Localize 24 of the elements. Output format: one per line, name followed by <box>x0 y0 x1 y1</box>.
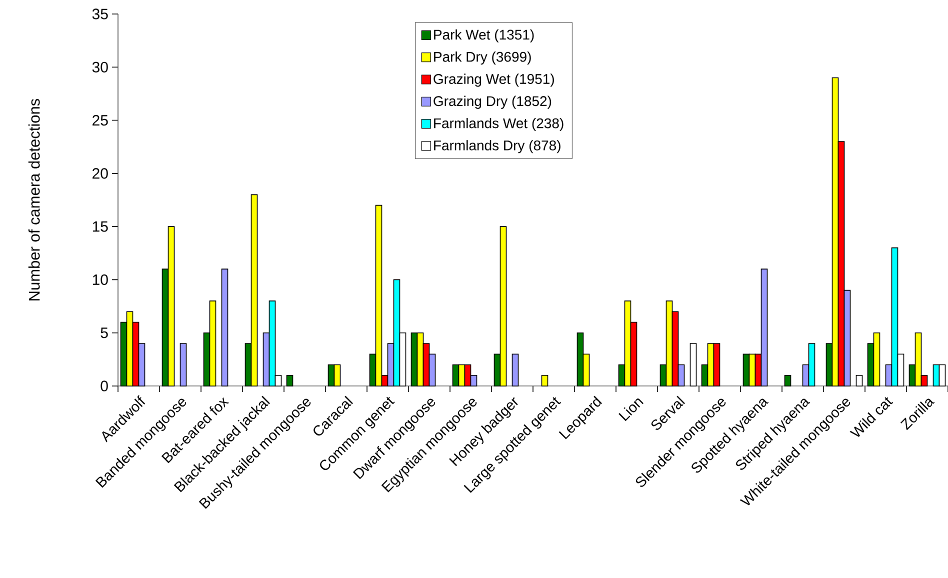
y-tick-label: 15 <box>92 221 108 232</box>
bar <box>180 343 187 386</box>
y-tick-label: 5 <box>100 328 108 338</box>
y-tick-label: 0 <box>100 380 108 392</box>
legend-label: Grazing Wet (1951) <box>434 74 554 87</box>
bar <box>541 374 548 386</box>
bar <box>784 374 792 386</box>
y-tick-label: 20 <box>92 168 108 179</box>
bar <box>221 268 228 386</box>
x-tick-label: Lion <box>618 398 644 422</box>
legend-label: Farmlands Dry (878) <box>434 140 560 154</box>
bar <box>286 374 294 386</box>
bar <box>512 354 519 386</box>
y-tick-label: 10 <box>92 274 108 286</box>
y-axis-title: Number of camera detections <box>28 98 40 300</box>
legend-label: Park Dry (3699) <box>434 52 531 65</box>
y-tick-label: 30 <box>92 62 108 72</box>
legend-label: Farmlands Wet (238) <box>434 118 564 132</box>
bar <box>690 343 697 386</box>
bar <box>856 374 863 386</box>
legend-label: Grazing Dry (1852) <box>434 96 552 109</box>
y-tick-label: 25 <box>92 114 108 126</box>
legend-label: Park Wet (1351) <box>434 29 534 42</box>
y-tick-label: 35 <box>92 8 108 20</box>
